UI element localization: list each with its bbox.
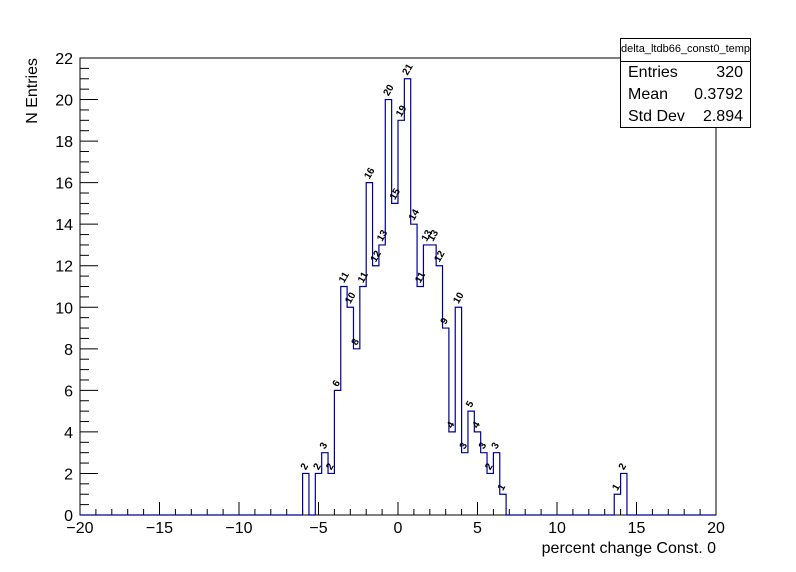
bin-value-label: 20	[382, 83, 397, 99]
stddev-label: Std Dev	[628, 108, 685, 125]
y-tick-label: 16	[55, 176, 73, 193]
bin-value-label: 2	[617, 461, 630, 472]
x-tick-label: 0	[394, 520, 403, 537]
x-tick-label: 10	[548, 520, 566, 537]
bin-value-label: 6	[331, 378, 344, 389]
bin-value-label: 10	[451, 290, 466, 306]
bin-value-label: 8	[350, 337, 363, 348]
bin-value-label: 12	[369, 249, 384, 265]
y-tick-label: 4	[64, 425, 73, 442]
bin-value-label: 2	[312, 461, 325, 472]
bin-value-label: 4	[471, 420, 484, 431]
x-tick-label: 15	[628, 520, 646, 537]
bin-value-label: 13	[426, 228, 441, 244]
bin-value-label: 2	[299, 461, 312, 472]
axis-ticks	[79, 57, 717, 516]
bin-value-label: 4	[445, 420, 458, 431]
bin-value-label: 21	[401, 62, 416, 78]
x-tick-label: −5	[309, 520, 327, 537]
y-tick-label: 6	[64, 383, 73, 400]
histogram-line	[80, 78, 716, 516]
bin-value-label: 5	[464, 399, 477, 410]
entries-value: 320	[716, 64, 743, 81]
y-axis-label: N Entries	[24, 58, 41, 124]
entries-label: Entries	[628, 64, 678, 81]
bin-value-label: 1	[610, 482, 623, 493]
y-tick-label: 22	[55, 51, 73, 68]
bin-value-label: 11	[337, 270, 352, 285]
bin-value-label: 1	[496, 482, 509, 493]
x-tick-label: −15	[146, 520, 173, 537]
bin-value-label: 12	[432, 249, 447, 265]
stats-row-entries: Entries 320	[621, 62, 750, 84]
bin-value-label: 11	[413, 270, 428, 285]
y-tick-label: 12	[55, 259, 73, 276]
stats-row-stddev: Std Dev 2.894	[621, 106, 750, 128]
bin-value-label: 3	[490, 440, 503, 451]
mean-label: Mean	[628, 86, 669, 103]
stddev-value: 2.894	[702, 108, 743, 125]
mean-value: 0.3792	[694, 86, 743, 103]
bin-value-label: 15	[388, 186, 403, 202]
x-tick-label: −10	[225, 520, 252, 537]
bin-value-label: 9	[439, 316, 452, 327]
stats-row-mean: Mean 0.3792	[621, 84, 750, 106]
bin-value-label: 3	[458, 440, 471, 451]
y-tick-label: 10	[55, 300, 73, 317]
y-tick-label: 14	[55, 217, 73, 234]
y-tick-label: 8	[64, 342, 73, 359]
stats-box: delta_ltdb66_const0_temp Entries 320 Mea…	[620, 38, 751, 128]
bin-value-label: 3	[477, 440, 490, 451]
y-tick-label: 2	[64, 466, 73, 483]
bin-value-labels: 2 232611108111612132015192114111313129410…	[299, 62, 630, 493]
bin-value-label: 13	[420, 228, 435, 244]
bin-value-label: 2	[483, 461, 496, 472]
y-tick-label: 18	[55, 134, 73, 151]
bin-value-label: 13	[375, 228, 390, 244]
bin-value-label: 14	[407, 207, 422, 223]
y-tick-label: 20	[55, 93, 73, 110]
x-tick-label: 20	[707, 520, 725, 537]
stats-title: delta_ltdb66_const0_temp	[621, 39, 750, 62]
bin-value-label: 3	[318, 440, 331, 451]
bin-value-label: 19	[394, 103, 409, 119]
x-axis-label: percent change Const. 0	[542, 540, 716, 557]
x-tick-label: −20	[66, 520, 93, 537]
bin-value-label: 16	[362, 166, 377, 182]
bin-value-label: 2	[324, 461, 337, 472]
y-tick-label: 0	[64, 508, 73, 525]
x-tick-label: 5	[473, 520, 482, 537]
bin-value-label: 11	[356, 270, 371, 285]
bin-value-label: 10	[343, 290, 358, 306]
